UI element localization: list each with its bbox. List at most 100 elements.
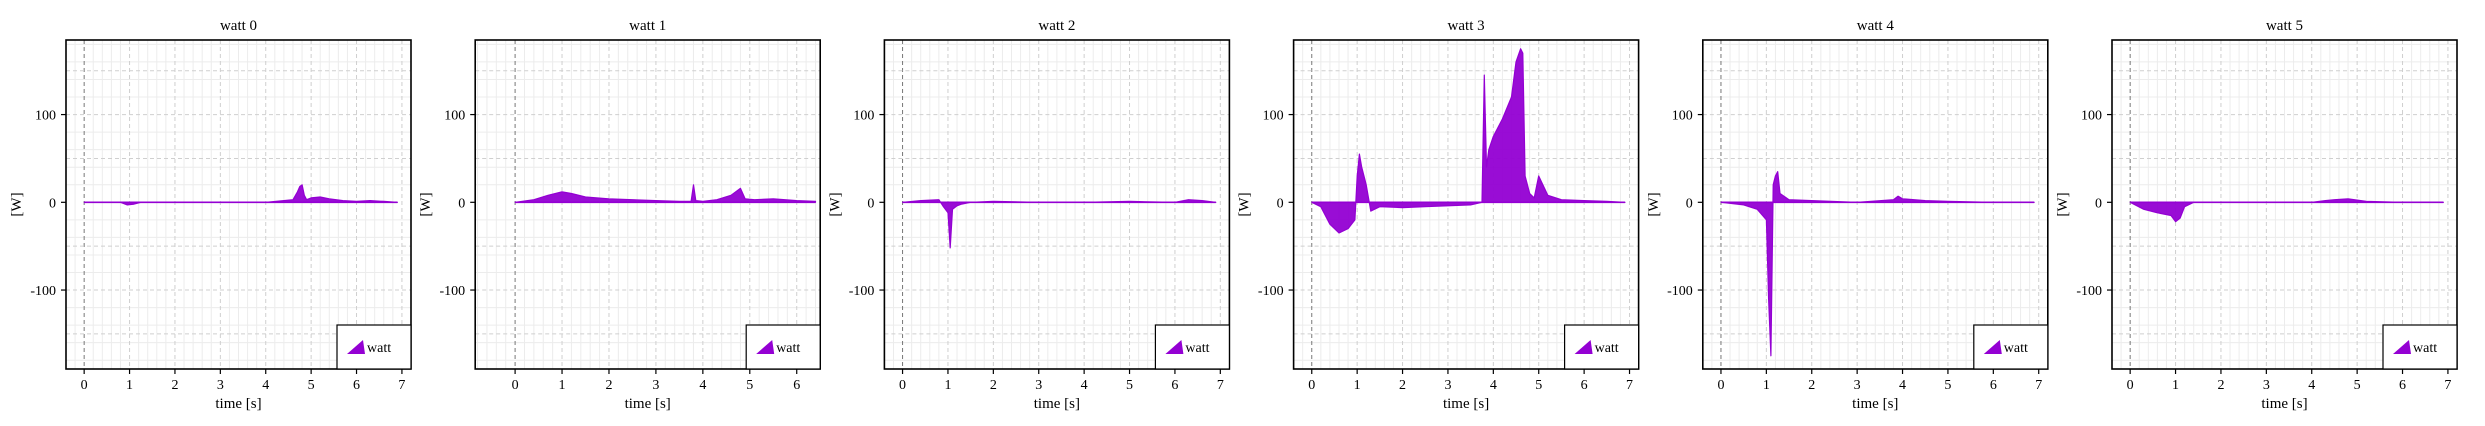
x-tick-label: 1: [559, 378, 566, 393]
series-area-watt: [514, 184, 817, 203]
plot-frame: [474, 39, 822, 370]
x-tick-label: 1: [944, 378, 951, 393]
legend-swatch: [347, 340, 365, 354]
x-tick-label: 2: [605, 378, 612, 393]
x-tick-label: 0: [81, 378, 88, 393]
chart-title: watt 0: [220, 18, 257, 34]
legend-label: watt: [1185, 341, 1209, 356]
x-tick-label: 2: [1808, 378, 1815, 393]
y-tick-label: -100: [1667, 284, 1693, 299]
chart-panel-5: 0 1 2 3 4 5 6 7 -100 0 100 watt 5 time [s] [W] watt: [2055, 18, 2458, 412]
chart-title: watt 1: [629, 18, 666, 34]
x-tick-label: 4: [1899, 378, 1906, 393]
x-tick-label: 1: [1763, 378, 1770, 393]
chart-panel-2: 0 1 2 3 4 5 6 7 -100 0 100 watt 2 time [s] [W] watt: [827, 18, 1231, 412]
legend-box: [1154, 324, 1231, 370]
x-tick-label: 7: [1217, 378, 1224, 393]
chart-panel-3: 0 1 2 3 4 5 6 7 -100 0 100 watt 3 time [s] [W] watt: [1237, 18, 1640, 412]
x-tick-label: 5: [1535, 378, 1542, 393]
x-axis-label: time [s]: [1034, 396, 1080, 412]
y-axis-label: [W]: [827, 192, 843, 216]
series-area-watt: [902, 199, 1217, 249]
y-tick-label: 0: [1277, 196, 1284, 211]
plot-frame: [65, 39, 412, 370]
y-tick-label: 0: [458, 196, 465, 211]
legend-box: [336, 324, 412, 370]
legend: watt: [745, 324, 821, 370]
x-axis-label: time [s]: [1852, 396, 1898, 412]
y-tick-label: -100: [849, 284, 875, 299]
y-tick-label: -100: [440, 284, 466, 299]
chart-title: watt 3: [1448, 18, 1485, 34]
x-tick-label: 2: [2217, 378, 2224, 393]
x-tick-label: 4: [699, 378, 706, 393]
y-axis-label: [W]: [2055, 192, 2071, 216]
y-tick-label: -100: [30, 284, 56, 299]
y-tick-label: 100: [2081, 109, 2102, 124]
x-tick-label: 6: [793, 378, 800, 393]
x-tick-label: 5: [2354, 378, 2361, 393]
x-tick-label: 4: [1081, 378, 1088, 393]
plot-frame: [2111, 39, 2458, 370]
plot-frame: [1702, 39, 2049, 370]
x-tick-label: 1: [2172, 378, 2179, 393]
x-tick-label: 1: [1354, 378, 1361, 393]
chart-panel-0: 0 1 2 3 4 5 6 7 -100 0 100 watt 0 time [s] [W] watt: [9, 18, 412, 412]
x-tick-label: 7: [2035, 378, 2042, 393]
y-tick-label: 0: [1686, 196, 1693, 211]
legend: watt: [1563, 324, 1640, 370]
y-tick-label: 0: [2095, 196, 2102, 211]
x-tick-label: 6: [2399, 378, 2406, 393]
series-area-watt: [1311, 48, 1626, 234]
y-tick-label: 0: [867, 196, 874, 211]
legend: watt: [336, 324, 412, 370]
x-tick-label: 4: [262, 378, 269, 393]
legend-box: [1973, 324, 2049, 370]
legend-box: [745, 324, 821, 370]
y-tick-label: 100: [853, 109, 874, 124]
legend-swatch: [756, 340, 775, 354]
x-tick-label: 6: [1990, 378, 1997, 393]
legend-swatch: [1165, 340, 1184, 354]
x-axis-label: time [s]: [2261, 396, 2307, 412]
y-axis-label: [W]: [1646, 192, 1662, 216]
x-tick-label: 4: [1490, 378, 1497, 393]
x-tick-label: 7: [2444, 378, 2451, 393]
chart-title: watt 4: [1857, 18, 1895, 34]
legend-swatch: [2393, 340, 2411, 354]
legend-label: watt: [2004, 341, 2028, 356]
x-axis-label: time [s]: [215, 396, 261, 412]
y-tick-label: 100: [1672, 109, 1693, 124]
x-tick-label: 0: [899, 378, 906, 393]
legend-box: [2382, 324, 2458, 370]
legend: watt: [1154, 324, 1231, 370]
y-tick-label: 100: [1263, 109, 1284, 124]
x-tick-label: 5: [746, 378, 753, 393]
x-tick-label: 0: [512, 378, 519, 393]
chart-panel-4: 0 1 2 3 4 5 6 7 -100 0 100 watt 4 time [s] [W] watt: [1646, 18, 2049, 412]
x-tick-label: 6: [1171, 378, 1178, 393]
x-tick-label: 3: [217, 378, 224, 393]
legend-label: watt: [776, 341, 800, 356]
x-tick-label: 6: [353, 378, 360, 393]
x-tick-label: 0: [2127, 378, 2134, 393]
x-tick-label: 5: [1126, 378, 1133, 393]
legend-box: [1563, 324, 1640, 370]
x-tick-label: 3: [652, 378, 659, 393]
x-tick-label: 2: [1399, 378, 1406, 393]
x-tick-label: 5: [308, 378, 315, 393]
x-tick-label: 7: [1626, 378, 1633, 393]
y-tick-label: 0: [49, 196, 56, 211]
x-tick-label: 6: [1581, 378, 1588, 393]
x-axis-label: time [s]: [625, 396, 671, 412]
y-axis-label: [W]: [1237, 192, 1253, 216]
x-tick-label: 3: [1035, 378, 1042, 393]
legend: watt: [2382, 324, 2458, 370]
series-area-watt: [1720, 171, 2035, 357]
plot-frame: [1292, 39, 1640, 370]
chart-title: watt 5: [2266, 18, 2303, 34]
y-axis-label: [W]: [418, 192, 434, 216]
legend-label: watt: [2413, 341, 2437, 356]
x-tick-label: 3: [1444, 378, 1451, 393]
